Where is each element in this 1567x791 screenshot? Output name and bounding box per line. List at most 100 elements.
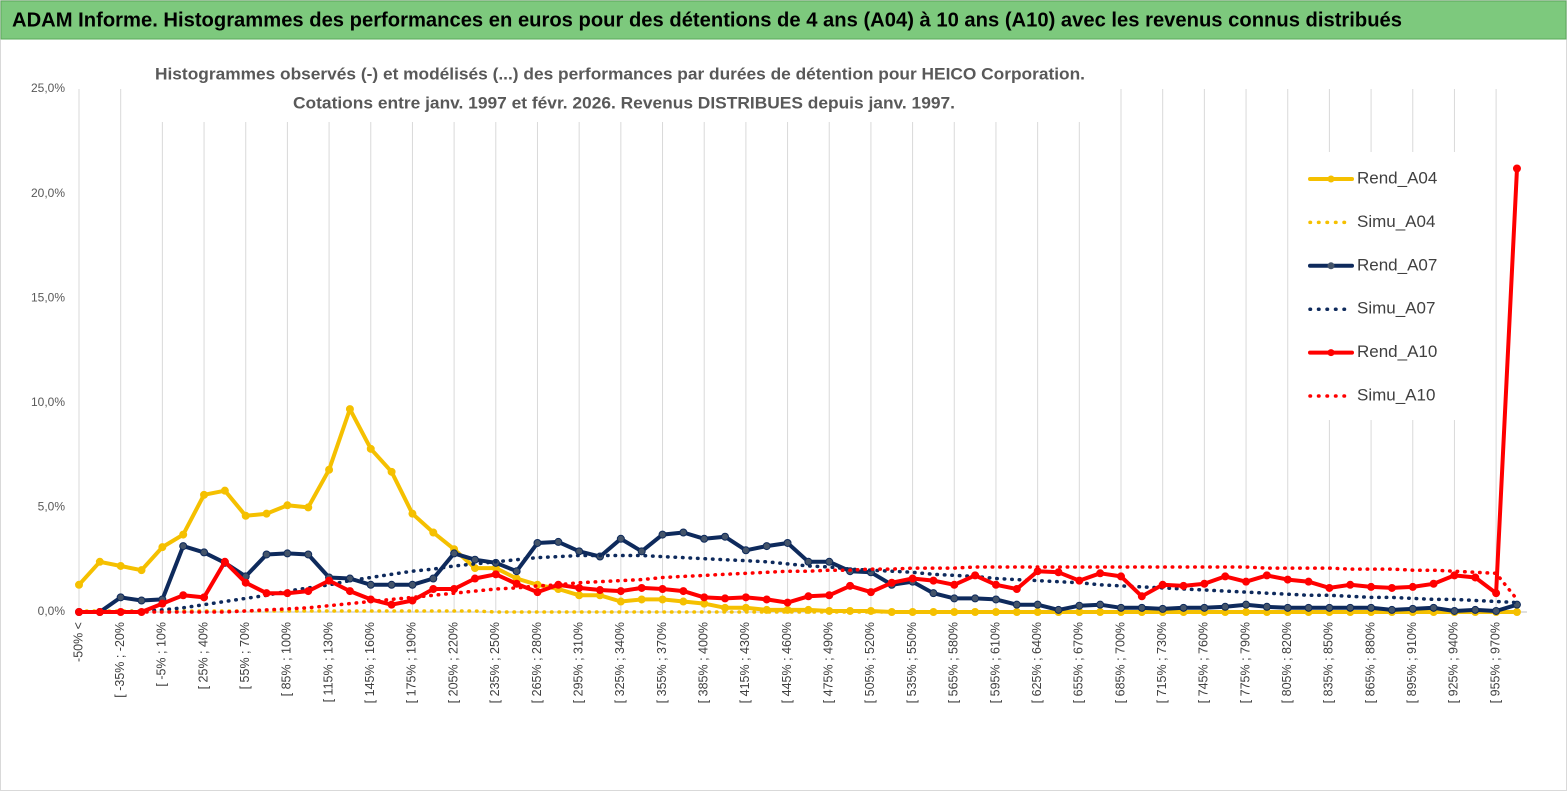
point <box>262 509 271 518</box>
point <box>450 584 459 593</box>
point <box>512 579 521 588</box>
x-tick-label: [ 565% ; 580% <box>947 622 961 703</box>
point <box>408 596 417 605</box>
point <box>950 580 959 589</box>
x-tick-label: [ 415% ; 430% <box>738 622 752 703</box>
point <box>1221 602 1230 611</box>
x-tick-label: [ 685% ; 700% <box>1113 622 1127 703</box>
model-line <box>77 565 1519 614</box>
point <box>616 534 625 543</box>
x-tick-label: [ 175% ; 190% <box>405 622 419 703</box>
point <box>908 574 917 583</box>
point <box>1012 600 1021 609</box>
point <box>1117 603 1125 612</box>
point <box>929 576 938 585</box>
point <box>1096 600 1105 609</box>
point <box>283 501 292 510</box>
point <box>158 599 167 608</box>
x-tick-label: [ 85% ; 100% <box>280 622 294 696</box>
x-tick-label: [ -5% ; 10% <box>155 622 169 687</box>
x-tick-label: [ 835% ; 850% <box>1322 622 1336 703</box>
point <box>929 589 938 598</box>
point <box>95 557 104 566</box>
x-tick-label: [ 535% ; 550% <box>905 622 919 703</box>
x-tick-label: [ 205% ; 220% <box>446 622 460 703</box>
point <box>700 593 709 602</box>
point <box>637 595 646 604</box>
point <box>1096 569 1105 578</box>
x-tick-label: -50% < <box>71 622 85 662</box>
banner <box>0 0 1567 40</box>
legend-label: Rend_A10 <box>1357 342 1437 361</box>
x-tick-label: [ 625% ; 640% <box>1030 622 1044 703</box>
legend-label: Rend_A07 <box>1357 255 1437 274</box>
point <box>991 580 1000 589</box>
x-tick-label: [ 445% ; 460% <box>780 622 794 703</box>
point <box>741 603 750 612</box>
x-tick-label: [ 655% ; 670% <box>1072 622 1086 703</box>
point <box>575 583 584 592</box>
point <box>679 528 688 537</box>
point <box>1283 603 1292 612</box>
x-tick-label: [ 955% ; 970% <box>1488 622 1502 703</box>
point <box>366 580 375 589</box>
point <box>825 557 834 566</box>
observed-line <box>77 530 1519 614</box>
point <box>679 587 688 596</box>
x-tick-label: [ 595% ; 610% <box>988 622 1002 703</box>
point <box>825 591 834 600</box>
point <box>220 557 229 566</box>
point <box>1346 580 1355 589</box>
point <box>721 594 730 603</box>
legend-label: Simu_A07 <box>1357 299 1435 318</box>
x-tick-label: [ 925% ; 940% <box>1447 622 1461 703</box>
point <box>1408 604 1417 613</box>
chart-subtitle: Cotations entre janv. 1997 et févr. 2026… <box>293 93 955 112</box>
point <box>304 587 313 596</box>
x-tick-label: [ 235% ; 250% <box>488 622 502 703</box>
point <box>1242 600 1251 609</box>
point <box>304 550 313 559</box>
x-tick-label: [ 385% ; 400% <box>696 622 710 703</box>
point <box>241 511 250 520</box>
point <box>116 593 125 602</box>
point <box>1304 577 1313 586</box>
point <box>345 405 354 414</box>
point <box>283 549 292 558</box>
observed-line <box>77 166 1519 614</box>
point <box>450 549 459 558</box>
point <box>1054 568 1063 577</box>
x-tick-label: [ 805% ; 820% <box>1280 622 1294 703</box>
point <box>408 580 417 589</box>
model-line <box>77 609 1519 614</box>
chart-title: Histogrammes observés (-) et modélisés (… <box>155 64 1085 83</box>
point <box>575 591 584 600</box>
point <box>700 534 709 543</box>
y-tick-label: 0,0% <box>38 604 66 618</box>
point <box>1242 577 1251 586</box>
point <box>1075 576 1084 585</box>
point <box>1033 600 1042 609</box>
point <box>1137 603 1146 612</box>
x-tick-label: [ 475% ; 490% <box>822 622 836 703</box>
point <box>179 591 188 600</box>
banner-title: ADAM Informe. Histogrammes des performan… <box>12 9 1402 31</box>
point <box>1179 603 1188 612</box>
point <box>1200 579 1209 588</box>
point <box>1179 581 1188 590</box>
point <box>1471 605 1480 614</box>
x-tick-label: [ 265% ; 280% <box>530 622 544 703</box>
point <box>804 557 813 566</box>
point <box>1367 603 1376 612</box>
point <box>325 465 334 474</box>
point <box>971 571 980 580</box>
x-tick-label: [ 55% ; 70% <box>238 622 252 689</box>
point <box>1387 605 1396 614</box>
point <box>616 587 625 596</box>
point <box>637 547 646 556</box>
point <box>470 574 479 583</box>
point <box>596 586 604 595</box>
legend-label: Rend_A04 <box>1357 168 1437 187</box>
point <box>1158 604 1167 613</box>
point <box>804 592 813 601</box>
